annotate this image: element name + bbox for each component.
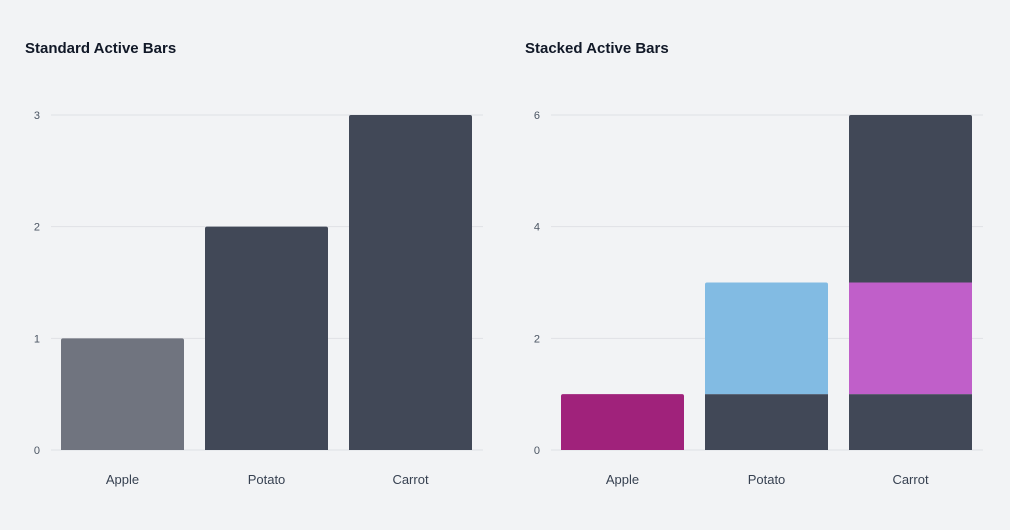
y-tick-label: 2 xyxy=(34,222,40,234)
y-tick-label: 4 xyxy=(534,222,540,234)
y-tick-label: 6 xyxy=(534,110,540,122)
stacked-chart-panel: Stacked Active Bars 0 2 4 6 Apple Potato Carro… xyxy=(500,0,1000,530)
chart-title: Stacked Active Bars xyxy=(525,40,669,57)
bar-potato xyxy=(705,282,828,395)
standard-chart-panel: Standard Active Bars 0 1 2 3 Apple Potato Carr… xyxy=(0,0,500,530)
bar-carrot xyxy=(849,115,972,283)
y-tick-label: 0 xyxy=(34,445,40,457)
x-category-label: Apple xyxy=(606,472,639,487)
bar-apple xyxy=(561,394,684,450)
y-tick-label: 2 xyxy=(534,333,540,345)
x-category-label: Potato xyxy=(248,472,286,487)
x-category-label: Potato xyxy=(748,472,786,487)
y-tick-label: 0 xyxy=(534,445,540,457)
bar-potato xyxy=(205,226,328,450)
chart-title: Standard Active Bars xyxy=(25,40,177,57)
x-category-label: Carrot xyxy=(392,472,429,487)
y-tick-label: 1 xyxy=(34,333,40,345)
bar-carrot xyxy=(849,394,972,450)
bar-potato xyxy=(705,394,828,450)
x-category-label: Apple xyxy=(106,472,139,487)
standard-bar-chart: 0 1 2 3 Apple Potato Carrot xyxy=(34,110,483,487)
bar-carrot xyxy=(349,115,472,450)
stacked-bar-chart: 0 2 4 6 Apple Potato Carrot xyxy=(534,110,983,487)
y-tick-label: 3 xyxy=(34,110,40,122)
x-category-label: Carrot xyxy=(892,472,929,487)
bar-carrot xyxy=(849,282,972,395)
bar-apple xyxy=(61,338,184,450)
